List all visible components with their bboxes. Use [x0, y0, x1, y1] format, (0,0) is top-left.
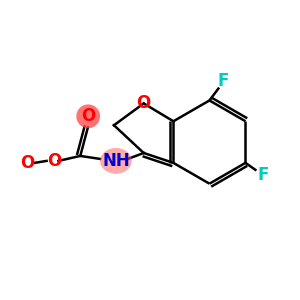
Text: O: O	[47, 152, 61, 170]
Text: F: F	[218, 72, 229, 90]
Text: O: O	[20, 154, 34, 172]
Ellipse shape	[100, 148, 132, 174]
Text: F: F	[258, 166, 269, 184]
Text: NH: NH	[102, 152, 130, 170]
Ellipse shape	[76, 104, 100, 128]
Text: O: O	[136, 94, 151, 112]
Text: O: O	[81, 107, 95, 125]
